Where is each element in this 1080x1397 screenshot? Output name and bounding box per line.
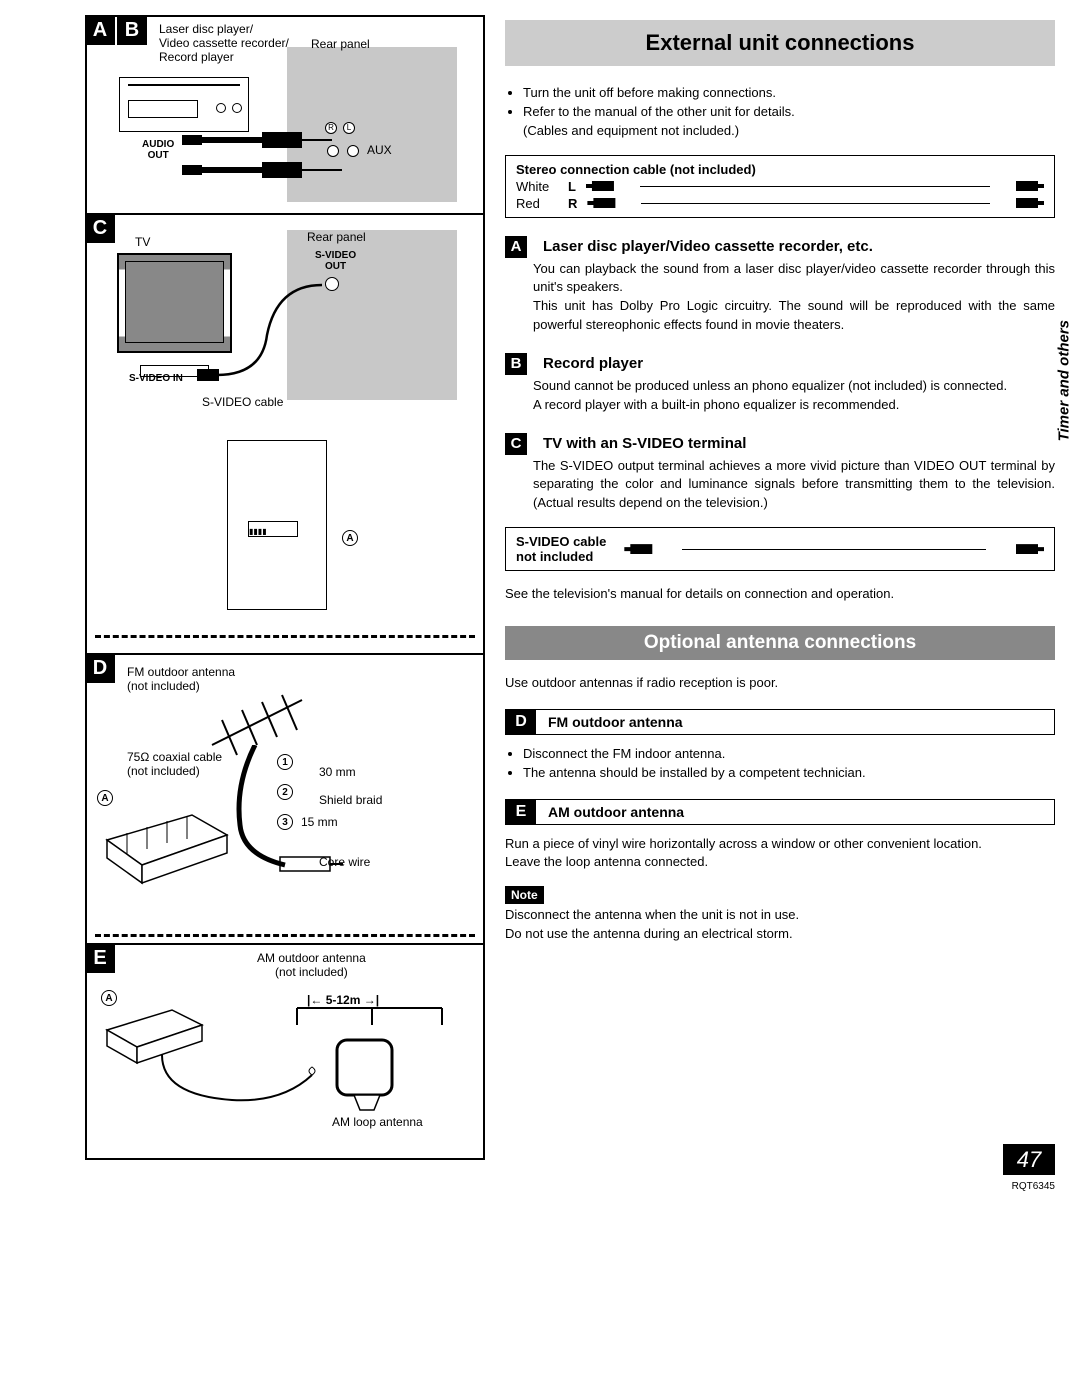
left-diagram-column: A B Laser disc player/ Video cassette re… bbox=[85, 15, 485, 1160]
speaker-unit-icon: ▮▮▮▮ bbox=[227, 440, 327, 610]
section-b-body: Sound cannot be produced unless an phono… bbox=[533, 377, 1055, 415]
plug-icon bbox=[587, 198, 627, 208]
optional-antenna-title: Optional antenna connections bbox=[505, 626, 1055, 660]
page-number: 47 bbox=[1003, 1144, 1055, 1175]
rear-panel-label: Rear panel bbox=[311, 37, 370, 51]
doc-code: RQT6345 bbox=[1012, 1181, 1055, 1192]
aux-label: AUX bbox=[367, 143, 392, 157]
section-a-head: A Laser disc player/Video cassette recor… bbox=[505, 236, 1055, 258]
am-antenna-label: AM outdoor antenna (not included) bbox=[257, 951, 366, 979]
label-a-icon: A bbox=[85, 15, 115, 45]
plug-icon bbox=[1004, 198, 1044, 208]
label-c-icon: C bbox=[85, 213, 115, 243]
section-d-strip: D FM outdoor antenna bbox=[505, 709, 1055, 735]
coax-label: 75Ω coaxial cable (not included) bbox=[127, 750, 222, 778]
svideo-cable-icon bbox=[197, 275, 327, 395]
plug-icon bbox=[1004, 181, 1044, 191]
cable-icon bbox=[182, 132, 342, 187]
svideo-cable-label: S-VIDEO cable bbox=[202, 395, 283, 409]
svideo-out-label: S-VIDEO OUT bbox=[315, 250, 356, 272]
label-e-icon: E bbox=[85, 943, 115, 973]
section-a-body: You can playback the sound from a laser … bbox=[533, 260, 1055, 335]
section-c-after: See the television's manual for details … bbox=[505, 585, 1055, 604]
side-tab: Timer and others bbox=[1055, 320, 1072, 441]
plug-icon bbox=[1004, 544, 1044, 554]
coax-strip-icon bbox=[225, 745, 345, 885]
label-d-icon: D bbox=[85, 653, 115, 683]
a-marker-icon: A bbox=[101, 990, 117, 1006]
sub-intro: Use outdoor antennas if radio reception … bbox=[505, 674, 1055, 693]
plug-icon bbox=[586, 181, 626, 191]
panel-ab: A B Laser disc player/ Video cassette re… bbox=[85, 15, 485, 215]
stereo-cable-box: Stereo connection cable (not included) W… bbox=[505, 155, 1055, 218]
note-body: Disconnect the antenna when the unit is … bbox=[505, 906, 1055, 944]
fm-antenna-label: FM outdoor antenna (not included) bbox=[127, 665, 235, 693]
a-marker-icon: A bbox=[342, 530, 358, 546]
terminal-block-icon bbox=[102, 805, 232, 885]
section-e-strip: E AM outdoor antenna bbox=[505, 799, 1055, 825]
section-b-head: B Record player bbox=[505, 353, 1055, 375]
right-text-column: External unit connections Turn the unit … bbox=[505, 15, 1055, 1160]
device-label: Laser disc player/ Video cassette record… bbox=[159, 22, 289, 64]
page-title: External unit connections bbox=[505, 20, 1055, 66]
svideo-in-label: S-VIDEO IN bbox=[129, 373, 183, 384]
am-loop-label: AM loop antenna bbox=[332, 1115, 423, 1129]
panel-e: E AM outdoor antenna (not included) A |←… bbox=[85, 945, 485, 1160]
panel-c: C TV Rear panel S-VIDEO OUT S-VIDEO IN bbox=[85, 215, 485, 655]
panel-d: D FM outdoor antenna (not included) 75Ω … bbox=[85, 655, 485, 945]
intro-bullets: Turn the unit off before making connecti… bbox=[505, 84, 1055, 141]
tv-label: TV bbox=[135, 235, 150, 249]
note-label: Note bbox=[505, 886, 544, 904]
plug-icon bbox=[624, 544, 664, 554]
svideo-cable-box: S-VIDEO cable not included bbox=[505, 527, 1055, 571]
a-marker-icon: A bbox=[97, 790, 113, 806]
vcr-icon bbox=[119, 77, 249, 132]
section-c-head: C TV with an S-VIDEO terminal bbox=[505, 433, 1055, 455]
rear-panel-label: Rear panel bbox=[307, 230, 366, 244]
audio-out-label: AUDIO OUT bbox=[142, 139, 174, 161]
sec-d-bullets: Disconnect the FM indoor antenna. The an… bbox=[505, 745, 1055, 783]
sec-e-body: Run a piece of vinyl wire horizontally a… bbox=[505, 835, 1055, 873]
l-terminal-icon: L bbox=[343, 122, 355, 134]
section-c-body: The S-VIDEO output terminal achieves a m… bbox=[533, 457, 1055, 514]
label-b-icon: B bbox=[117, 15, 147, 45]
